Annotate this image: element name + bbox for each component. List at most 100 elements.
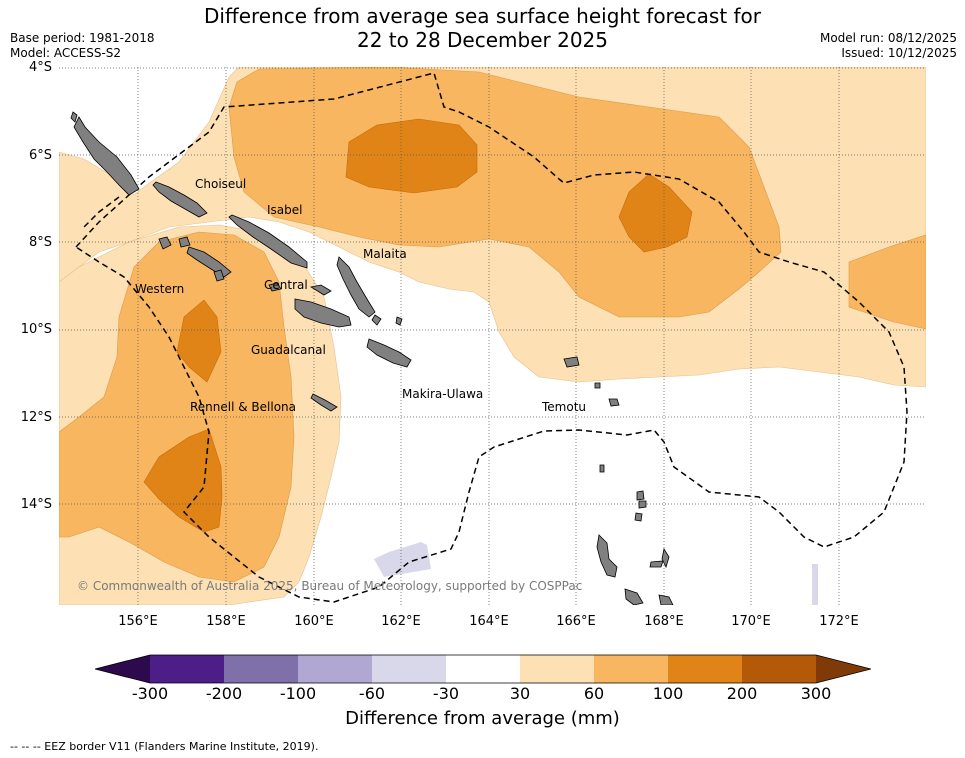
lat-label-10s: 10°S xyxy=(20,322,52,337)
colorbar-tick-1: -300 xyxy=(131,684,169,703)
copyright-notice: © Commonwealth of Australia 2025, Bureau… xyxy=(77,579,583,593)
colorbar-extend-high xyxy=(816,655,871,683)
lat-label-14s: 14°S xyxy=(20,497,52,512)
lat-label-4s: 4°S xyxy=(28,60,52,75)
title-line-2: 22 to 28 December 2025 xyxy=(356,28,608,52)
colorbar-tick-6: 30 xyxy=(509,684,531,703)
title-line-1: Difference from average sea surface heig… xyxy=(203,4,762,28)
colorbar-tick-9: 200 xyxy=(726,684,758,703)
contour-100-200-west-upper xyxy=(176,299,222,383)
lon-label-160e: 160°E xyxy=(294,614,334,629)
island-makira xyxy=(366,338,412,368)
model-run: Model run: 08/12/2025 xyxy=(819,31,957,45)
colorbar-tick-3: -100 xyxy=(279,684,317,703)
colorbar xyxy=(94,654,872,684)
contour-60-100-west xyxy=(59,231,295,583)
lon-label-156e: 156°E xyxy=(118,614,158,629)
contour-60-100-east xyxy=(848,234,926,330)
island-ulawa xyxy=(395,316,403,326)
lon-label-162e: 162°E xyxy=(381,614,421,629)
eez-border-fragment-west xyxy=(83,196,120,228)
island-buka xyxy=(70,111,78,123)
island-florida xyxy=(309,284,332,296)
island-ndeni xyxy=(608,398,620,407)
island-guadalcanal xyxy=(294,298,352,328)
island-russell xyxy=(268,282,282,292)
colorbar-cell-9 xyxy=(742,655,816,683)
colorbar-tick-10: 300 xyxy=(800,684,832,703)
island-espiritu-santo xyxy=(596,534,618,578)
lat-label-6s: 6°S xyxy=(28,148,52,163)
island-torres xyxy=(599,464,605,473)
region-label-makira-ulawa: Makira-Ulawa xyxy=(402,387,483,401)
island-tinakula xyxy=(594,382,601,389)
island-vanikoro xyxy=(636,490,645,501)
island-kolombangara xyxy=(178,236,191,248)
issued-date: Issued: 10/12/2025 xyxy=(841,46,957,60)
island-ambae xyxy=(649,560,664,568)
colorbar-tick-5: -30 xyxy=(432,684,460,703)
lon-label-170e: 170°E xyxy=(731,614,771,629)
island-vanua-lava xyxy=(638,500,647,509)
base-period: Base period: 1981-2018 xyxy=(10,31,155,45)
island-rendova xyxy=(213,269,225,282)
island-bougainville xyxy=(73,116,140,196)
lon-label-172e: 172°E xyxy=(819,614,859,629)
island-rennell xyxy=(310,393,338,412)
colorbar-cell-5 xyxy=(446,655,520,683)
island-maewo xyxy=(661,547,670,569)
colorbar-svg xyxy=(94,654,872,684)
island-choiseul xyxy=(152,181,208,218)
contour-100-200-east xyxy=(618,173,693,253)
eez-note: -- -- -- EEZ border V11 (Flanders Marine… xyxy=(10,740,319,753)
colorbar-cell-6 xyxy=(520,655,594,683)
region-label-central: Central xyxy=(264,278,308,292)
island-reef-islands xyxy=(563,356,580,368)
colorbar-cell-1 xyxy=(150,655,224,683)
colorbar-extend-low xyxy=(95,655,150,683)
colorbar-cell-3 xyxy=(298,655,372,683)
meta-left: Base period: 1981-2018 Model: ACCESS-S2 xyxy=(10,31,155,61)
colorbar-cell-8 xyxy=(668,655,742,683)
colorbar-label: Difference from average (mm) xyxy=(345,708,620,729)
contour-100-200-west-lower xyxy=(143,428,223,533)
map-panel[interactable]: Choiseul Isabel Malaita Western Central … xyxy=(59,67,926,605)
lon-label-168e: 168°E xyxy=(644,614,684,629)
region-label-guadalcanal: Guadalcanal xyxy=(251,343,326,357)
island-malekula xyxy=(624,588,644,605)
island-new-georgia xyxy=(186,246,232,278)
region-label-isabel: Isabel xyxy=(267,203,302,217)
lon-label-166e: 166°E xyxy=(556,614,596,629)
region-label-choiseul: Choiseul xyxy=(195,177,246,191)
colorbar-cell-4 xyxy=(372,655,446,683)
region-label-rennell-bellona: Rennell & Bellona xyxy=(190,400,296,414)
contour-neg30-60-patch xyxy=(374,542,431,577)
contour-100-200-north xyxy=(345,118,478,194)
model-name: Model: ACCESS-S2 xyxy=(10,46,122,60)
island-isabel xyxy=(228,214,308,269)
lat-label-12s: 12°S xyxy=(20,410,52,425)
island-gaua xyxy=(634,512,643,522)
lon-label-164e: 164°E xyxy=(469,614,509,629)
colorbar-tick-7: 60 xyxy=(583,684,605,703)
contour-60-100-north xyxy=(228,67,782,318)
island-pentecost xyxy=(658,594,674,605)
colorbar-tick-4: -60 xyxy=(358,684,386,703)
colorbar-tick-2: -200 xyxy=(205,684,243,703)
island-malaita xyxy=(336,256,376,318)
colorbar-tick-8: 100 xyxy=(652,684,684,703)
islands xyxy=(70,111,674,605)
contour-neg30-60-strip xyxy=(812,564,818,605)
meta-right: Model run: 08/12/2025 Issued: 10/12/2025 xyxy=(820,31,957,61)
island-small-malaita xyxy=(371,314,382,326)
region-label-temotu: Temotu xyxy=(541,400,586,414)
lat-label-8s: 8°S xyxy=(28,235,52,250)
colorbar-cell-2 xyxy=(224,655,298,683)
map-svg: Choiseul Isabel Malaita Western Central … xyxy=(59,67,926,605)
island-vella xyxy=(158,236,172,250)
colorbar-cell-7 xyxy=(594,655,668,683)
lon-label-158e: 158°E xyxy=(206,614,246,629)
region-label-western: Western xyxy=(135,282,184,296)
region-label-malaita: Malaita xyxy=(363,247,407,261)
map-title: Difference from average sea surface heig… xyxy=(0,4,965,52)
